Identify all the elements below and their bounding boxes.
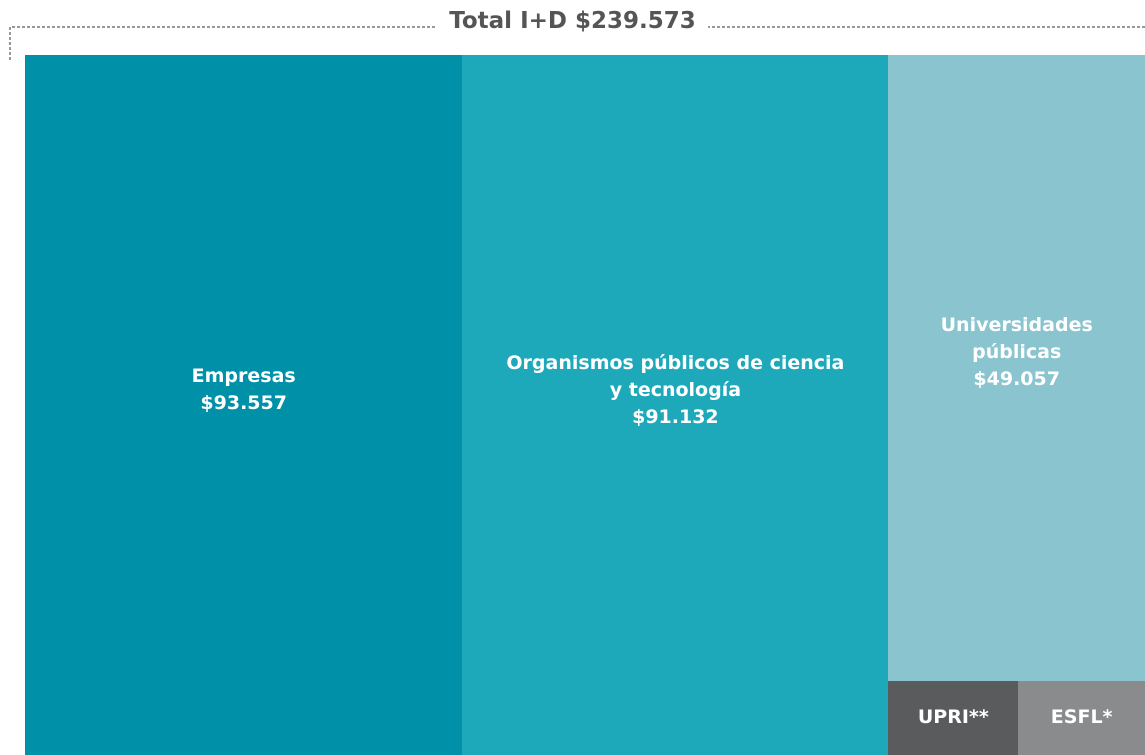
- value-label: $49.057: [973, 368, 1060, 391]
- category-label: ESFL*: [1050, 706, 1113, 729]
- cell-label: Empresas $93.557: [152, 363, 336, 417]
- treemap-cell: Organismos públicos de ciencia y tecnolo…: [462, 55, 889, 755]
- treemap-cell: UPRI**: [888, 680, 1019, 755]
- bracket-line: [9, 26, 1145, 60]
- bracket: [9, 26, 1145, 60]
- treemap-cell: Universidades públicas $49.057: [888, 55, 1145, 681]
- cell-label: Universidades públicas $49.057: [888, 312, 1145, 393]
- treemap-cell: Empresas $93.557: [25, 55, 463, 755]
- value-label: $93.557: [200, 392, 287, 414]
- cell-label: UPRI**: [918, 704, 989, 731]
- value-label: $91.132: [632, 405, 719, 428]
- category-label: Organismos públicos de ciencia y tecnolo…: [506, 351, 845, 401]
- category-label: Empresas: [191, 365, 296, 387]
- category-label: Universidades públicas: [940, 314, 1093, 364]
- title-wrap: Total I+D $239.573: [0, 8, 1145, 34]
- treemap-cell: ESFL*: [1018, 680, 1145, 755]
- chart-title: Total I+D $239.573: [437, 8, 708, 34]
- cell-label: Organismos públicos de ciencia y tecnolo…: [462, 350, 888, 431]
- category-label: UPRI**: [917, 706, 989, 729]
- cell-label: ESFL*: [1051, 704, 1113, 731]
